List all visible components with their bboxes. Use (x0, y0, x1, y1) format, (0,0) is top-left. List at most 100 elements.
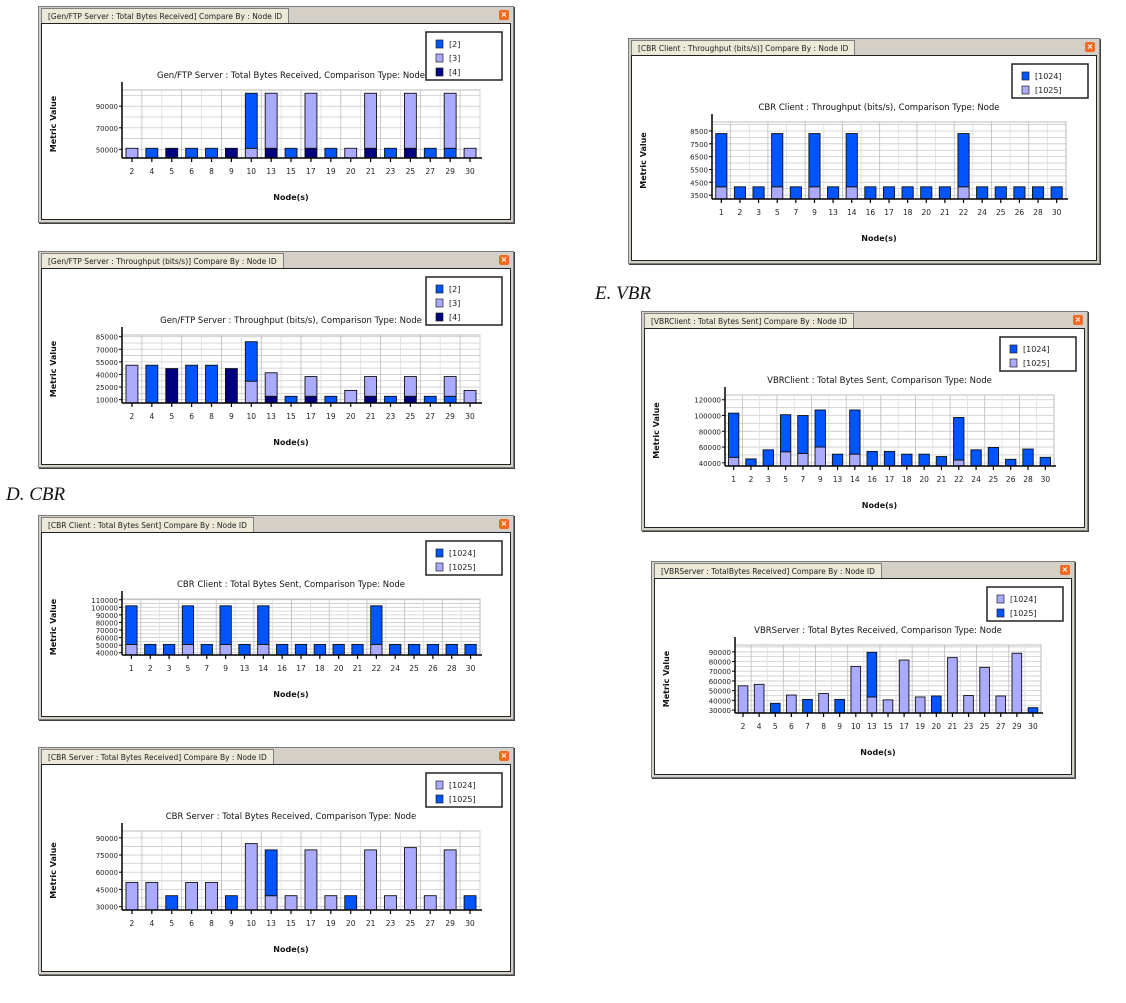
y-tick-label: 10000 (96, 397, 118, 405)
y-tick-label: 100000 (91, 604, 118, 612)
close-icon[interactable]: × (1060, 565, 1070, 575)
legend: [1024] [1025] (425, 540, 503, 576)
close-icon[interactable]: × (1073, 315, 1083, 325)
chart-tab[interactable]: [VBRServer : TotalBytes Received] Compar… (654, 563, 882, 579)
x-tick-label: 6 (789, 722, 794, 731)
x-tick-label: 7 (204, 664, 209, 673)
grid (711, 121, 1067, 200)
bar-segment-1024 (935, 456, 948, 467)
chart-panel-vbr-server-bytes: [VBRServer : TotalBytes Received] Compar… (651, 561, 1075, 778)
y-tick-label: 40000 (96, 371, 118, 379)
legend-swatch (435, 562, 444, 572)
close-icon[interactable]: × (1085, 42, 1095, 52)
bar-segment-1025 (779, 451, 792, 467)
bar-segment-1024 (144, 643, 157, 656)
bar-segment-1025 (463, 895, 477, 911)
x-tick-label: 20 (932, 722, 942, 731)
y-tick-label: 90000 (96, 612, 118, 620)
chart-tab[interactable]: [CBR Client : Total Bytes Sent] Compare … (41, 517, 254, 533)
bar-segment-1024 (1032, 186, 1045, 200)
x-tick-label: 30 (1052, 208, 1062, 217)
bar-segment-3 (264, 92, 278, 149)
y-tick-label: 60000 (699, 444, 721, 452)
x-tick-label: 9 (229, 412, 234, 421)
close-icon[interactable]: × (499, 10, 509, 20)
legend-label: [1024] (449, 549, 476, 558)
x-tick-label: 6 (189, 919, 194, 928)
bar-segment-3 (304, 92, 318, 149)
bar-segment-1025 (344, 895, 358, 911)
close-icon[interactable]: × (499, 751, 509, 761)
bar-segment-1024 (882, 699, 894, 714)
chart-svg: [2] [3] [4] Gen/FTP Server : Throughput (bi… (49, 276, 503, 447)
chart-tab[interactable]: [CBR Server : Total Bytes Received] Comp… (41, 749, 274, 765)
bar-segment-3 (125, 364, 139, 404)
chart-tab[interactable]: [Gen/FTP Server : Throughput (bits/s)] C… (41, 253, 284, 269)
bar-segment-1024 (914, 696, 926, 714)
x-tick-label: 6 (189, 412, 194, 421)
grid (121, 598, 481, 656)
bar-segment-1025 (931, 695, 942, 714)
bar-segment-3 (344, 147, 358, 159)
x-tick-label: 4 (757, 722, 762, 731)
bar-segment-1024 (389, 643, 402, 656)
bar-segment-1024 (284, 895, 298, 911)
bar-segment-4 (304, 395, 318, 404)
x-tick-label: 25 (980, 722, 990, 731)
bar-segment-1024 (185, 882, 199, 911)
chart-body: [1024] [1025] CBR Server : Total Bytes Rec… (41, 764, 511, 972)
x-tick-label: 25 (406, 167, 416, 176)
bar-segment-1025 (953, 459, 965, 467)
x-tick-label: 15 (286, 167, 296, 176)
x-tick-label: 28 (1023, 475, 1033, 484)
chart-title: Gen/FTP Server : Throughput (bits/s), Co… (160, 316, 422, 326)
bar-segment-1024 (145, 882, 159, 911)
legend-label: [4] (449, 68, 460, 77)
chart-tab[interactable]: [CBR Client : Throughput (bits/s)] Compa… (631, 40, 856, 56)
x-tick-label: 24 (390, 664, 400, 673)
bar-segment-3 (364, 376, 378, 397)
x-tick-label: 5 (169, 412, 174, 421)
chart-tab[interactable]: [VBRClient : Total Bytes Sent] Compare B… (644, 313, 854, 329)
y-tick-label: 70000 (709, 668, 731, 676)
bar-segment-1024 (849, 409, 861, 455)
bar-segment-3 (403, 92, 417, 149)
x-tick-label: 15 (286, 919, 296, 928)
x-tick-label: 9 (818, 475, 823, 484)
bar-segment-1024 (181, 605, 195, 645)
chart-title: VBRClient : Total Bytes Sent, Comparison… (767, 376, 992, 386)
bar-segment-4 (224, 368, 238, 404)
bar-segment-2 (423, 395, 437, 404)
x-tick-label: 30 (465, 919, 475, 928)
bar-segment-3 (304, 376, 318, 397)
bar-segment-3 (364, 92, 378, 149)
bar-segment-1024 (953, 417, 965, 461)
y-tick-label: 25000 (96, 384, 118, 392)
bar-segment-1025 (224, 895, 238, 911)
grid (121, 89, 481, 159)
bar-segment-1024 (304, 849, 318, 911)
x-tick-label: 20 (346, 167, 356, 176)
x-tick-label: 2 (741, 722, 746, 731)
chart-title: VBRServer : Total Bytes Received, Compar… (754, 626, 1002, 636)
x-tick-label: 2 (749, 475, 754, 484)
x-tick-label: 2 (130, 919, 135, 928)
close-icon[interactable]: × (499, 255, 509, 265)
legend-label: [1025] (449, 563, 476, 572)
bar-segment-3 (264, 372, 278, 397)
x-tick-label: 13 (828, 208, 838, 217)
close-icon[interactable]: × (499, 519, 509, 529)
tab-bar: [CBR Server : Total Bytes Received] Comp… (39, 748, 513, 765)
bar-segment-1025 (802, 698, 813, 714)
x-tick-label: 25 (989, 475, 999, 484)
bar-segment-1024 (814, 409, 826, 448)
legend-label: [4] (449, 313, 460, 322)
bar-segment-1024 (407, 643, 421, 656)
chart-tab[interactable]: [Gen/FTP Server : Total Bytes Received] … (41, 8, 290, 24)
bar-segment-3 (443, 92, 457, 149)
bar-segment-1025 (257, 643, 270, 656)
bar-segment-1024 (313, 643, 326, 656)
bar-segment-1024 (920, 186, 933, 200)
x-tick-label: 18 (315, 664, 325, 673)
bar-segment-1024 (294, 643, 308, 656)
